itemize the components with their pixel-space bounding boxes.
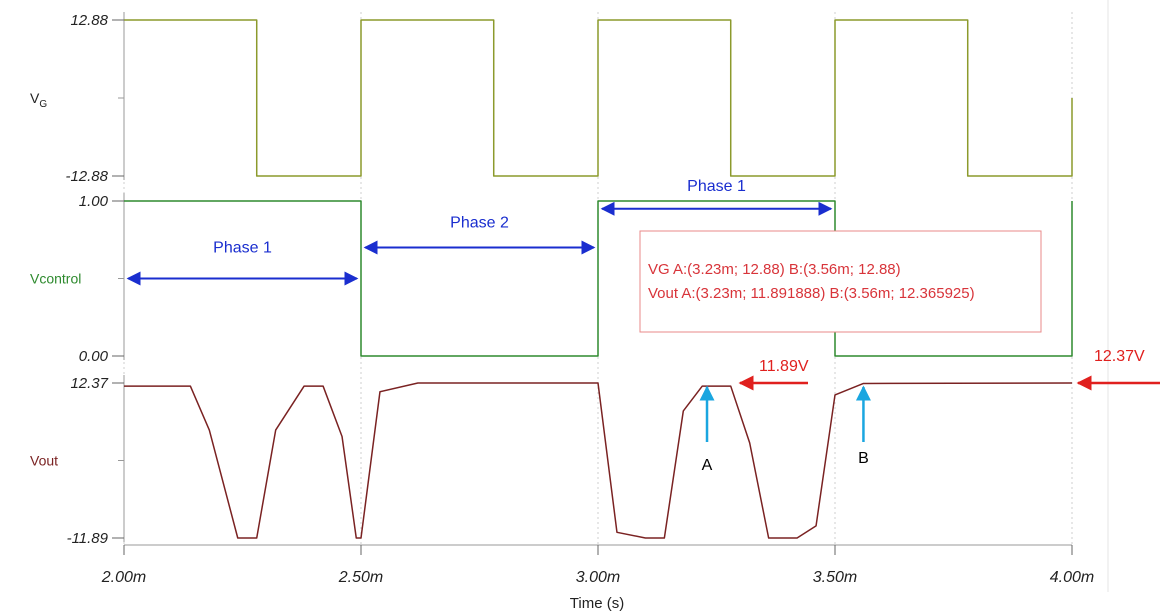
y-tick-label: -12.88 (65, 168, 108, 185)
panel-label: VG (30, 90, 47, 110)
y-tick-label: 1.00 (79, 193, 109, 210)
x-tick-label: 3.50m (813, 569, 857, 586)
y-tick-label: 0.00 (79, 348, 109, 365)
phase-label: Phase 2 (450, 215, 509, 232)
panel-label: Vout (30, 453, 58, 469)
trace-vout (124, 382, 1073, 539)
y-tick-label: 12.88 (70, 12, 108, 29)
axes: 12.88 -12.88 VG 1.00 0.00 Vcontrol 12.37 -11.89… (30, 12, 1094, 612)
x-tick-label: 4.00m (1050, 569, 1094, 586)
traces (124, 19, 1073, 539)
phase-label: Phase 1 (687, 178, 746, 195)
cursor-a-label: A (702, 457, 713, 474)
y-tick-label: 12.37 (70, 375, 108, 392)
cursor-b-label: B (858, 450, 869, 467)
value-note-11.89V: 11.89V (759, 358, 809, 375)
panel-label: Vcontrol (30, 271, 81, 287)
cursor-readout-box (639, 230, 1042, 333)
value-note-12.37V: 12.37V (1094, 348, 1145, 365)
x-tick-label: 2.00m (101, 569, 146, 586)
x-tick-label: 3.00m (576, 569, 620, 586)
annotations: Phase 1 Phase 2 Phase 1 A B 11.89V 12.37V VG A:… (126, 178, 1160, 474)
panel-label-subscript: G (39, 99, 47, 110)
trace-vcontrol (124, 200, 1073, 357)
x-axis-label: Time (s) (570, 595, 624, 612)
readout-line-vout: Vout A:(3.23m; 11.891888) B:(3.56m; 12.3… (648, 285, 975, 302)
phase-label: Phase 1 (213, 240, 272, 257)
trace-vg (124, 19, 1073, 177)
readout-line-vg: VG A:(3.23m; 12.88) B:(3.56m; 12.88) (648, 261, 901, 278)
x-tick-label: 2.50m (338, 569, 383, 586)
y-tick-label: -11.89 (67, 530, 109, 547)
